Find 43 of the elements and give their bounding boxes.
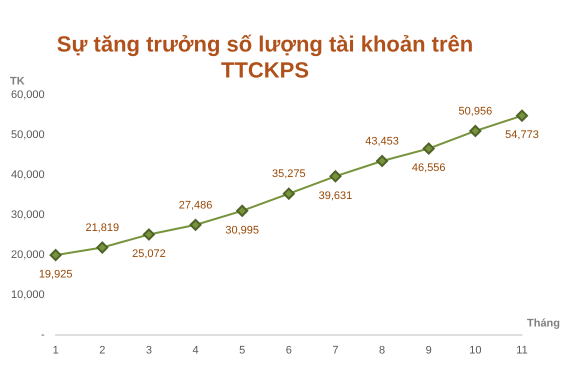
chart-title: Sự tăng trưởng số lượng tài khoản trên TTCKPS	[56, 31, 474, 83]
data-label: 39,631	[318, 190, 352, 202]
point	[469, 124, 482, 137]
y-tick-label: 20,000	[10, 248, 45, 261]
x-tick-label: 1	[52, 344, 59, 356]
x-tick-label: 11	[516, 344, 528, 356]
y-tick-label: 50,000	[10, 128, 45, 141]
y-tick-label: -	[40, 328, 45, 341]
data-label: 25,072	[132, 248, 166, 260]
x-tick-label: 4	[192, 344, 199, 356]
x-tick-label: 3	[146, 344, 152, 356]
x-tick-label: 9	[426, 344, 432, 356]
data-label: 54,773	[505, 129, 539, 142]
x-tick-label: 2	[99, 344, 106, 356]
point	[50, 249, 62, 262]
point	[142, 228, 155, 241]
point	[190, 218, 202, 231]
data-label: 19,925	[38, 268, 72, 281]
data-label: 50,956	[458, 106, 492, 118]
y-axis-title: TK	[10, 75, 25, 88]
y-tick-label: 60,000	[10, 88, 45, 101]
point	[422, 142, 435, 155]
y-tick-label: 30,000	[10, 208, 45, 221]
y-tick-label: 10,000	[10, 288, 45, 301]
data-label: 30,995	[225, 224, 260, 236]
data-label: 21,819	[85, 222, 120, 234]
x-tick-label: 10	[469, 344, 482, 356]
x-tick-label: 5	[239, 344, 246, 356]
point	[329, 170, 342, 182]
point	[376, 154, 388, 167]
x-tick-label: 6	[286, 344, 292, 356]
data-label: 46,556	[412, 162, 446, 174]
data-label: 43,453	[365, 136, 399, 148]
x-tick-label: 8	[379, 344, 386, 356]
point	[96, 242, 108, 254]
point	[236, 204, 248, 217]
point	[516, 110, 528, 122]
data-label: 27,486	[178, 199, 212, 212]
point	[282, 188, 295, 200]
y-tick-label: 40,000	[10, 168, 45, 181]
data-label: 35,275	[272, 168, 306, 180]
x-axis-title: Tháng	[527, 317, 560, 330]
x-tick-label: 7	[332, 344, 339, 356]
